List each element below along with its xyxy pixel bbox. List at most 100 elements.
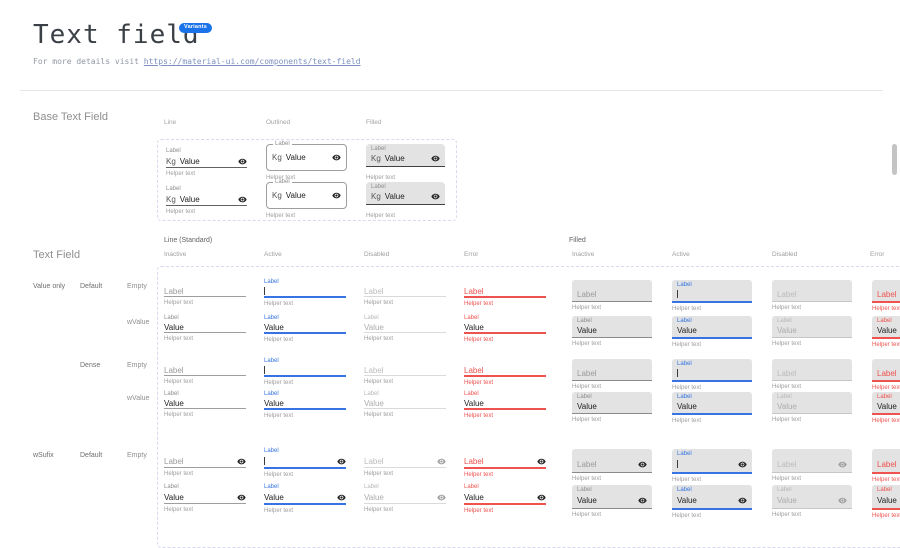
visibility-icon[interactable] bbox=[537, 457, 546, 466]
text-field-filled-active-suffix-value[interactable]: Label Value Helper text bbox=[672, 485, 752, 519]
text-field-filled-active-empty[interactable]: Label Helper text bbox=[672, 359, 752, 391]
text-field-line-disabled-empty[interactable]: Label Helper text bbox=[364, 279, 446, 306]
text-field-line-error-empty[interactable]: Label Helper text bbox=[464, 279, 546, 307]
text-field-line-error-suffix-value[interactable]: Label Value Helper text bbox=[464, 484, 546, 514]
base-filled-field-2[interactable]: Label Kg Value bbox=[366, 182, 445, 205]
field-value: Value bbox=[264, 398, 284, 408]
text-field-line-disabled-empty[interactable]: Label Helper text bbox=[364, 358, 446, 385]
text-field-line-inactive-suffix-empty[interactable]: Label Helper text bbox=[164, 448, 246, 477]
text-field-filled-inactive-suffix-empty[interactable]: Label Helper text bbox=[572, 449, 652, 482]
state-header-filled-error: Error bbox=[870, 251, 885, 258]
underline bbox=[164, 467, 246, 468]
text-field-filled-inactive-suffix-value[interactable]: Label Value Helper text bbox=[572, 485, 652, 518]
field-value: Value bbox=[877, 401, 897, 411]
text-field-filled-active-suffix-empty[interactable]: Label Helper text bbox=[672, 449, 752, 483]
text-field-line-inactive-value[interactable]: Label Value Helper text bbox=[164, 315, 246, 342]
text-cursor bbox=[677, 369, 678, 377]
text-field-line-error-suffix-empty[interactable]: Label Helper text bbox=[464, 448, 546, 478]
visibility-icon[interactable] bbox=[332, 191, 341, 200]
text-field-filled-inactive-value[interactable]: Label Value Helper text bbox=[572, 392, 652, 423]
base-filled-field-1[interactable]: Label Kg Value bbox=[366, 144, 445, 167]
text-field-line-disabled-value[interactable]: Label Value Helper text bbox=[364, 315, 446, 342]
visibility-icon[interactable] bbox=[638, 460, 647, 469]
text-field-filled-error-suffix-empty[interactable]: Label Helper text bbox=[872, 449, 900, 483]
text-field-filled-error-value[interactable]: Label Value Helper text bbox=[872, 392, 900, 424]
text-field-line-inactive-value[interactable]: Label Value Helper text bbox=[164, 391, 246, 418]
visibility-icon[interactable] bbox=[332, 153, 341, 162]
helper-text: Helper text bbox=[166, 171, 196, 177]
visibility-icon[interactable] bbox=[838, 460, 847, 469]
base-line-field-2[interactable]: Label Kg Value Helper text bbox=[166, 186, 247, 215]
underline bbox=[364, 296, 446, 297]
text-field-line-active-suffix-empty[interactable]: Label Helper text bbox=[264, 448, 346, 478]
visibility-icon[interactable] bbox=[431, 154, 440, 163]
text-field-line-error-value[interactable]: Label Value Helper text bbox=[464, 391, 546, 419]
filled-box: Label bbox=[572, 280, 652, 302]
field-label-shrunk: Label bbox=[777, 394, 792, 400]
visibility-icon[interactable] bbox=[638, 496, 647, 505]
visibility-icon[interactable] bbox=[738, 460, 747, 469]
text-field-filled-error-value[interactable]: Label Value Helper text bbox=[872, 316, 900, 348]
text-field-filled-error-suffix-value[interactable]: Label Value Helper text bbox=[872, 485, 900, 519]
row-label-variant: Value only bbox=[33, 283, 66, 290]
text-field-line-disabled-value[interactable]: Label Value Helper text bbox=[364, 391, 446, 418]
row-label-fill: Empty bbox=[127, 283, 147, 290]
text-cursor bbox=[264, 457, 265, 465]
visibility-icon[interactable] bbox=[738, 496, 747, 505]
filled-box: Label Value bbox=[572, 316, 652, 338]
text-field-line-disabled-suffix-value[interactable]: Label Value Helper text bbox=[364, 484, 446, 513]
helper-text: Helper text bbox=[464, 337, 494, 343]
text-field-line-disabled-suffix-empty[interactable]: Label Helper text bbox=[364, 448, 446, 477]
row-label-fill: wValue bbox=[127, 319, 150, 326]
field-label-shrunk: Label bbox=[464, 315, 479, 321]
text-field-filled-disabled-value[interactable]: Label Value Helper text bbox=[772, 392, 852, 423]
visibility-icon[interactable] bbox=[437, 457, 446, 466]
visibility-icon[interactable] bbox=[337, 457, 346, 466]
text-field-line-inactive-suffix-value[interactable]: Label Value Helper text bbox=[164, 484, 246, 513]
text-field-line-active-empty[interactable]: Label Helper text bbox=[264, 279, 346, 307]
field-label: Label bbox=[273, 179, 292, 186]
text-field-line-inactive-empty[interactable]: Label Helper text bbox=[164, 279, 246, 306]
helper-text: Helper text bbox=[364, 471, 394, 477]
text-field-filled-inactive-empty[interactable]: Label Helper text bbox=[572, 280, 652, 311]
text-field-line-error-empty[interactable]: Label Helper text bbox=[464, 358, 546, 386]
text-field-filled-active-empty[interactable]: Label Helper text bbox=[672, 280, 752, 312]
base-outlined-field-1[interactable]: Label Kg Value bbox=[266, 141, 347, 171]
text-field-filled-disabled-suffix-empty[interactable]: Label Helper text bbox=[772, 449, 852, 482]
text-field-line-active-value[interactable]: Label Value Helper text bbox=[264, 391, 346, 419]
text-field-filled-error-empty[interactable]: Label Helper text bbox=[872, 280, 900, 312]
text-field-filled-error-empty[interactable]: Label Helper text bbox=[872, 359, 900, 391]
text-field-line-inactive-empty[interactable]: Label Helper text bbox=[164, 358, 246, 385]
field-label-shrunk: Label bbox=[164, 484, 179, 490]
text-field-filled-active-value[interactable]: Label Value Helper text bbox=[672, 392, 752, 424]
text-field-filled-disabled-value[interactable]: Label Value Helper text bbox=[772, 316, 852, 347]
field-label-shrunk: Label bbox=[464, 391, 479, 397]
visibility-icon[interactable] bbox=[237, 457, 246, 466]
field-label-shrunk bbox=[164, 279, 246, 286]
filled-box: Label bbox=[772, 449, 852, 473]
docs-link[interactable]: https://material-ui.com/components/text-… bbox=[143, 57, 361, 66]
helper-text: Helper text bbox=[772, 384, 802, 390]
text-field-filled-disabled-empty[interactable]: Label Helper text bbox=[772, 280, 852, 311]
visibility-icon[interactable] bbox=[838, 496, 847, 505]
visibility-icon[interactable] bbox=[238, 157, 247, 166]
text-field-line-active-suffix-value[interactable]: Label Value Helper text bbox=[264, 484, 346, 514]
text-field-filled-disabled-suffix-value[interactable]: Label Value Helper text bbox=[772, 485, 852, 518]
text-field-filled-inactive-value[interactable]: Label Value Helper text bbox=[572, 316, 652, 347]
text-field-filled-inactive-empty[interactable]: Label Helper text bbox=[572, 359, 652, 390]
text-field-line-active-empty[interactable]: Label Helper text bbox=[264, 358, 346, 386]
helper-text: Helper text bbox=[572, 512, 602, 518]
text-field-line-active-value[interactable]: Label Value Helper text bbox=[264, 315, 346, 343]
field-label-shrunk bbox=[877, 282, 900, 289]
base-line-field-1[interactable]: Label Kg Value Helper text bbox=[166, 148, 247, 177]
text-field-line-error-value[interactable]: Label Value Helper text bbox=[464, 315, 546, 343]
visibility-icon[interactable] bbox=[431, 192, 440, 201]
visibility-icon[interactable] bbox=[238, 195, 247, 204]
text-field-filled-disabled-empty[interactable]: Label Helper text bbox=[772, 359, 852, 390]
text-field-filled-active-value[interactable]: Label Value Helper text bbox=[672, 316, 752, 348]
filled-box: Label Value bbox=[672, 392, 752, 415]
field-label-shrunk bbox=[464, 448, 546, 455]
filled-box: Label Value bbox=[872, 485, 900, 510]
scrollbar-thumb[interactable] bbox=[892, 144, 897, 175]
base-outlined-field-2[interactable]: Label Kg Value bbox=[266, 179, 347, 209]
